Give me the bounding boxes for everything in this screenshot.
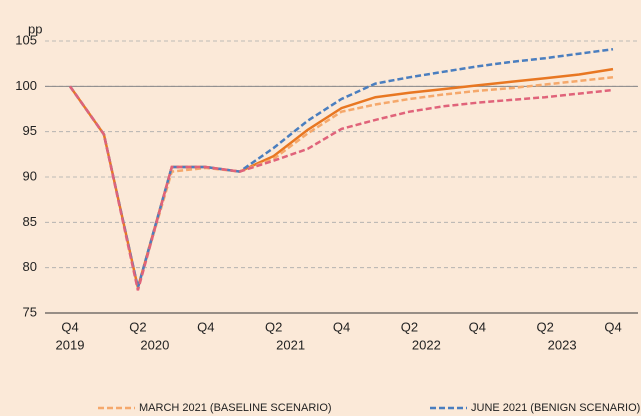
x-tick-label: Q2 (536, 319, 553, 334)
x-tick-label: Q2 (265, 319, 282, 334)
year-label: 2020 (140, 337, 169, 352)
year-label: 2022 (412, 337, 441, 352)
y-tick-label: 75 (23, 304, 37, 319)
series-line (68, 47, 614, 288)
x-tick-label: Q4 (61, 319, 78, 334)
y-tick-label: 95 (23, 123, 37, 138)
series-line (68, 85, 614, 291)
legend-label: JUNE 2021 (BENIGN SCENARIO) (471, 402, 640, 414)
y-tick-label: 80 (23, 259, 37, 274)
x-tick-label: Q4 (197, 319, 214, 334)
x-tick-label: Q4 (333, 319, 350, 334)
x-tick-label: Q2 (129, 319, 146, 334)
year-label: 2023 (548, 337, 577, 352)
y-tick-label: 85 (23, 214, 37, 229)
y-tick-label: 105 (15, 32, 37, 47)
x-tick-label: Q2 (401, 319, 418, 334)
year-label: 2019 (56, 337, 85, 352)
x-tick-label: Q4 (469, 319, 486, 334)
series-line (68, 67, 614, 288)
x-tick-label: Q4 (604, 319, 621, 334)
series-line (68, 76, 614, 288)
year-label: 2021 (276, 337, 305, 352)
y-tick-label: 90 (23, 168, 37, 183)
y-unit: pp (28, 21, 42, 36)
y-tick-label: 100 (15, 78, 37, 93)
legend-label: MARCH 2021 (BASELINE SCENARIO) (139, 402, 332, 414)
